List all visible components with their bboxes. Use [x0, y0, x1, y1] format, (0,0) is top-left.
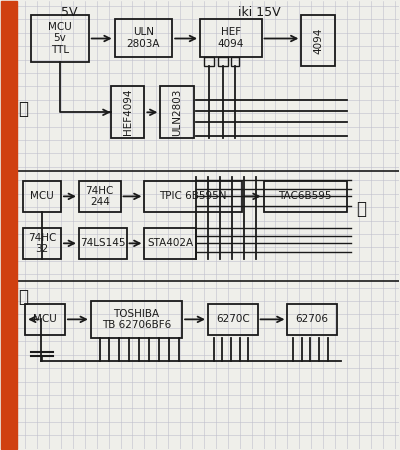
Bar [208, 304, 258, 334]
Bar [200, 19, 262, 57]
Bar [231, 57, 239, 66]
Bar [23, 181, 61, 212]
Text: ULN2803: ULN2803 [172, 88, 182, 136]
Text: STA402A: STA402A [147, 238, 193, 248]
Bar [160, 86, 194, 138]
Text: 74HC
32: 74HC 32 [28, 233, 56, 254]
Text: MCU
5v
TTL: MCU 5v TTL [48, 22, 72, 55]
Bar [301, 15, 335, 66]
Text: TOSHIBA
TB 62706BF6: TOSHIBA TB 62706BF6 [102, 309, 171, 330]
Bar [144, 181, 242, 212]
Bar [23, 228, 61, 259]
Bar [218, 57, 228, 66]
Text: ⓐ: ⓐ [18, 100, 28, 118]
Bar [114, 19, 172, 57]
Text: ⓒ: ⓒ [18, 288, 28, 306]
Bar [111, 86, 144, 138]
Bar [144, 228, 196, 259]
Text: 74HC
244: 74HC 244 [86, 185, 114, 207]
Text: ULN
2803A: ULN 2803A [127, 27, 160, 49]
Text: ⓑ: ⓑ [356, 200, 366, 218]
Bar [79, 228, 126, 259]
Text: TAC6B595: TAC6B595 [278, 191, 332, 202]
Bar [1, 1, 17, 449]
Bar [287, 304, 337, 334]
Bar [79, 181, 120, 212]
Bar [25, 304, 65, 334]
Text: 74LS145: 74LS145 [80, 238, 126, 248]
Text: HEF
4094: HEF 4094 [218, 27, 244, 49]
Text: 62706: 62706 [296, 315, 329, 324]
Text: 5V: 5V [61, 6, 77, 19]
Text: 6270C: 6270C [216, 315, 250, 324]
Text: iki 15V: iki 15V [238, 6, 281, 19]
Text: HEF4094: HEF4094 [122, 89, 132, 135]
Text: MCU: MCU [33, 315, 57, 324]
Text: TPIC 6B595N: TPIC 6B595N [159, 191, 227, 202]
Bar [264, 181, 347, 212]
Text: 4094: 4094 [313, 27, 323, 54]
Bar [204, 57, 214, 66]
Text: MCU: MCU [30, 191, 54, 202]
Bar [31, 15, 89, 62]
Bar [91, 301, 182, 338]
